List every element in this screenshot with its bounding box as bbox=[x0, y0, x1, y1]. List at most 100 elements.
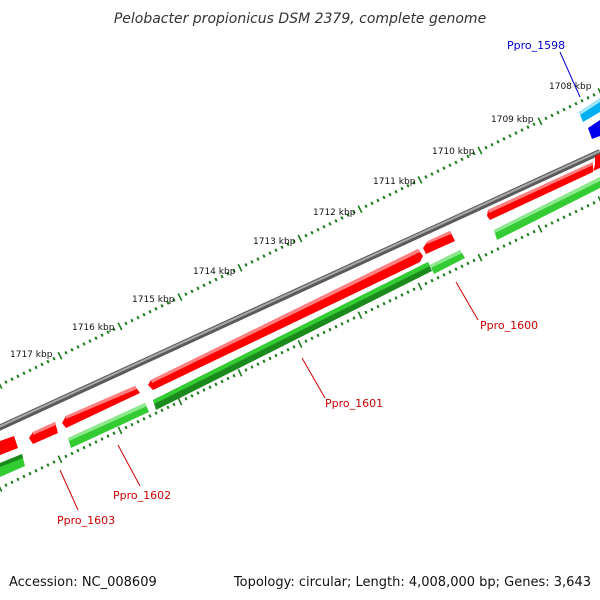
gene-ppro-1599-highlight bbox=[488, 162, 593, 213]
outer-scale-tick-8 bbox=[46, 359, 50, 364]
outer-scale-tick-21 bbox=[124, 321, 128, 326]
inner-scale-tick-71 bbox=[424, 281, 428, 286]
inner-scale-tick-92 bbox=[550, 221, 554, 225]
inner-scale-tick-65 bbox=[388, 299, 392, 303]
inner-scale-tick-97 bbox=[580, 206, 584, 211]
gene-ppro-1598-highlight bbox=[579, 98, 600, 115]
gene-ppro-1600-reverse-highlight bbox=[430, 250, 462, 268]
inner-scale-tick-60 bbox=[357, 311, 363, 320]
outer-scale-tick-5 bbox=[28, 368, 32, 373]
outer-scale-tick-27 bbox=[160, 304, 164, 308]
outer-scale-tick-84 bbox=[502, 137, 506, 141]
outer-scale-tick-80 bbox=[477, 146, 483, 155]
inner-scale-tick-48 bbox=[286, 347, 290, 352]
outer-scale-tick-63 bbox=[376, 198, 380, 203]
inner-scale-tick-15 bbox=[88, 443, 92, 447]
outer-scale-tick-71 bbox=[424, 175, 428, 179]
map-title: Pelobacter propionicus DSM 2379, complet… bbox=[114, 11, 486, 27]
outer-scale-tick-76 bbox=[454, 160, 458, 165]
outer-scale-tick-60 bbox=[357, 205, 363, 214]
inner-scale-tick-56 bbox=[334, 324, 338, 329]
outer-scale-tick-3 bbox=[16, 374, 20, 379]
outer-scale-tick-78 bbox=[466, 154, 470, 159]
outer-scale-tick-46 bbox=[274, 248, 278, 253]
outer-scale-tick-34 bbox=[202, 283, 206, 288]
gene-ppro-1600[interactable] bbox=[423, 231, 455, 254]
outer-scale-tick-88 bbox=[526, 125, 530, 129]
gene-ppro-1597-forward[interactable] bbox=[593, 154, 600, 171]
inner-scale-tick-54 bbox=[322, 330, 326, 335]
gene-ppro-1601[interactable] bbox=[148, 249, 423, 390]
inner-scale-tick-53 bbox=[316, 333, 320, 338]
inner-scale-tick-100 bbox=[597, 196, 600, 202]
inner-scale-tick-9 bbox=[52, 460, 56, 464]
outer-scale-tick-49 bbox=[292, 239, 296, 244]
outer-scale-tick-83 bbox=[496, 140, 500, 144]
outer-scale-tick-15 bbox=[88, 339, 92, 343]
inner-scale-tick-88 bbox=[526, 232, 530, 237]
inner-scale-tick-5 bbox=[28, 471, 32, 476]
scale-label-1710: 1710 kbp bbox=[432, 147, 475, 157]
inner-scale-tick-59 bbox=[352, 316, 356, 320]
label-ppro-1601[interactable]: Ppro_1601 bbox=[325, 397, 383, 410]
scale-labels: 1708 kbp 1709 kbp 1710 kbp 1711 kbp 1712… bbox=[10, 82, 592, 360]
inner-scale-tick-96 bbox=[574, 209, 578, 214]
outer-scale-tick-24 bbox=[142, 312, 146, 317]
inner-scale-tick-87 bbox=[520, 235, 524, 240]
gene-ppro-1604-reverse-dark bbox=[0, 454, 23, 467]
gene-ppro-1604-reverse[interactable] bbox=[0, 454, 25, 477]
leader-ppro-1601 bbox=[301, 357, 326, 399]
outer-scale-tick-98 bbox=[586, 96, 590, 100]
inner-scale-tick-58 bbox=[346, 319, 350, 323]
outer-scale-tick-82 bbox=[490, 142, 494, 147]
gene-ppro-1603[interactable] bbox=[29, 422, 58, 444]
inner-scale-tick-52 bbox=[310, 336, 314, 341]
backbone bbox=[0, 150, 600, 428]
outer-scale-tick-97 bbox=[580, 98, 584, 103]
inner-scale-tick-42 bbox=[250, 365, 254, 369]
outer-scale-tick-53 bbox=[316, 227, 320, 232]
outer-scale-tick-10 bbox=[57, 351, 63, 360]
inner-scale-tick-25 bbox=[148, 414, 152, 418]
inner-scale-tick-22 bbox=[130, 422, 134, 427]
outer-scale-tick-72 bbox=[430, 172, 434, 176]
gene-ppro-1601-highlight bbox=[151, 249, 420, 383]
inner-scale-tick-6 bbox=[34, 468, 38, 473]
gene-ppro-1602-forward[interactable] bbox=[62, 386, 140, 428]
inner-scale-tick-90 bbox=[537, 224, 543, 233]
outer-scale-tick-28 bbox=[166, 301, 170, 305]
forward-strand bbox=[0, 154, 600, 455]
outer-scale-tick-4 bbox=[22, 371, 26, 376]
label-ppro-1603[interactable]: Ppro_1603 bbox=[57, 514, 115, 527]
gene-ppro-1598-reverse[interactable] bbox=[588, 120, 600, 139]
label-ppro-1598[interactable]: Ppro_1598 bbox=[507, 39, 565, 52]
scale-ticks bbox=[0, 88, 600, 492]
inner-scale-tick-74 bbox=[442, 273, 446, 277]
inner-scale-tick-86 bbox=[514, 238, 518, 243]
gene-ppro-1604[interactable] bbox=[0, 436, 18, 455]
outer-scale-tick-65 bbox=[388, 192, 392, 197]
inner-scale-tick-94 bbox=[562, 215, 566, 220]
outer-scale-tick-6 bbox=[34, 365, 38, 370]
inner-scale-tick-46 bbox=[274, 353, 278, 358]
label-ppro-1600[interactable]: Ppro_1600 bbox=[480, 319, 538, 332]
outer-scale-tick-25 bbox=[148, 309, 152, 314]
outer-scale-tick-56 bbox=[334, 219, 338, 223]
inner-scale-tick-35 bbox=[208, 385, 212, 389]
leader-ppro-1600 bbox=[455, 281, 479, 321]
inner-scale-tick-78 bbox=[466, 261, 470, 266]
gene-ppro-1600-reverse[interactable] bbox=[430, 250, 465, 274]
outer-scale-tick-32 bbox=[190, 289, 194, 294]
label-ppro-1602[interactable]: Ppro_1602 bbox=[113, 489, 171, 502]
inner-scale-tick-4 bbox=[22, 474, 26, 479]
inner-scale-tick-16 bbox=[94, 440, 98, 444]
outer-scale-tick-89 bbox=[532, 122, 536, 127]
gene-ppro-1602[interactable] bbox=[68, 403, 149, 448]
inner-scale-tick-63 bbox=[376, 304, 380, 309]
outer-scale-tick-2 bbox=[10, 377, 14, 381]
outer-scale-tick-85 bbox=[508, 134, 512, 138]
outer-scale-tick-87 bbox=[520, 128, 524, 132]
inner-scale-tick-67 bbox=[400, 293, 404, 297]
inner-scale-tick-3 bbox=[16, 477, 20, 482]
